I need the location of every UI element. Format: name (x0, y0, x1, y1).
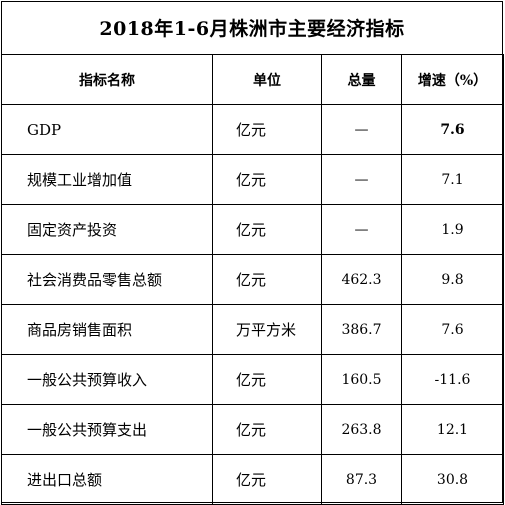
row-growth: 12.1 (401, 404, 504, 455)
row-growth: 7.6 (401, 304, 504, 355)
row-total: — (321, 104, 402, 155)
header-name: 指标名称 (1, 54, 213, 105)
header-unit: 单位 (212, 54, 322, 105)
row-total: 87.3 (321, 454, 402, 505)
row-unit: 亿元 (212, 454, 322, 505)
row-growth: 1.9 (401, 204, 504, 255)
row-growth: 7.6 (401, 104, 504, 155)
row-name: 规模工业增加值 (1, 154, 213, 205)
row-total: 263.8 (321, 404, 402, 455)
table-row: 固定资产投资 亿元 — 1.9 (1, 204, 504, 255)
row-name: 固定资产投资 (1, 204, 213, 255)
row-growth: -11.6 (401, 354, 504, 405)
row-name: GDP (1, 104, 213, 155)
table-row: 一般公共预算支出 亿元 263.8 12.1 (1, 404, 504, 455)
row-total: 386.7 (321, 304, 402, 355)
row-growth: 7.1 (401, 154, 504, 205)
row-unit: 亿元 (212, 354, 322, 405)
row-name: 商品房销售面积 (1, 304, 213, 355)
header-total: 总量 (321, 54, 402, 105)
table-row: GDP 亿元 — 7.6 (1, 104, 504, 155)
row-unit: 万平方米 (212, 304, 322, 355)
table-row: 社会消费品零售总额 亿元 462.3 9.8 (1, 254, 504, 305)
row-name: 一般公共预算收入 (1, 354, 213, 405)
row-unit: 亿元 (212, 254, 322, 305)
row-unit: 亿元 (212, 204, 322, 255)
row-name: 一般公共预算支出 (1, 404, 213, 455)
table-header-row: 指标名称 单位 总量 增速（%） (1, 54, 504, 105)
table-row: 商品房销售面积 万平方米 386.7 7.6 (1, 304, 504, 355)
row-unit: 亿元 (212, 154, 322, 205)
header-growth: 增速（%） (401, 54, 504, 105)
row-growth: 30.8 (401, 454, 504, 505)
table-title: 2018年1-6月株洲市主要经济指标 (99, 18, 405, 40)
row-growth: 9.8 (401, 254, 504, 305)
row-total: — (321, 204, 402, 255)
indicator-table: 指标名称 单位 总量 增速（%） GDP 亿元 — 7.6 规模工业增加值 亿元… (1, 54, 504, 505)
row-total: — (321, 154, 402, 205)
table-row: 进出口总额 亿元 87.3 30.8 (1, 454, 504, 505)
row-total: 462.3 (321, 254, 402, 305)
row-name: 进出口总额 (1, 454, 213, 505)
row-unit: 亿元 (212, 404, 322, 455)
row-total: 160.5 (321, 354, 402, 405)
table-row: 一般公共预算收入 亿元 160.5 -11.6 (1, 354, 504, 405)
row-name: 社会消费品零售总额 (1, 254, 213, 305)
table-row: 规模工业增加值 亿元 — 7.1 (1, 154, 504, 205)
row-unit: 亿元 (212, 104, 322, 155)
